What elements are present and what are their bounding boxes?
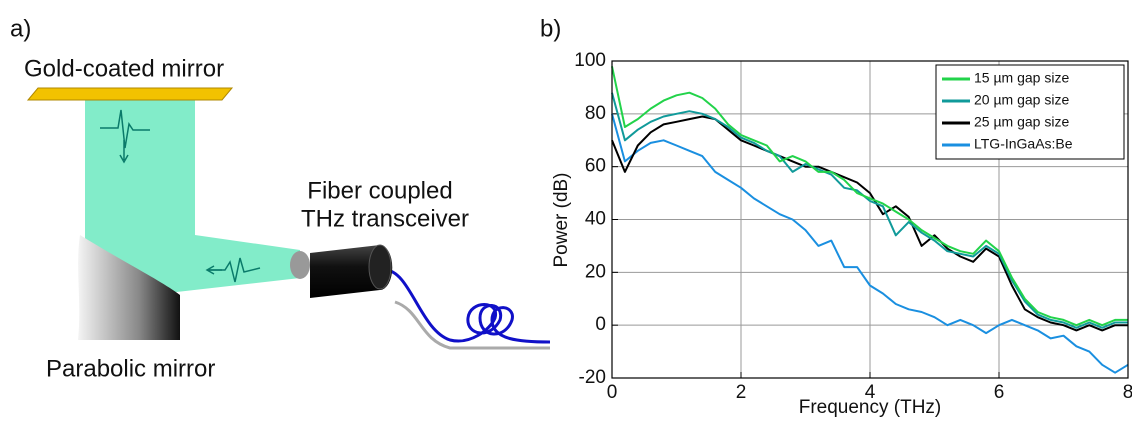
x-tick-label: 2 [736, 382, 747, 403]
series-line [611, 92, 1128, 329]
mirror-label: Gold-coated mirror [24, 55, 224, 82]
series-line [611, 113, 1129, 374]
parabolic-label: Parabolic mirror [46, 355, 215, 382]
panel-label: a) [10, 15, 31, 42]
series-line [611, 66, 1128, 327]
y-tick-label: 40 [585, 209, 606, 230]
series-line [611, 115, 1128, 332]
x-axis-label: Frequency (THz) [799, 397, 942, 418]
y-tick-label: 100 [574, 50, 606, 71]
x-tick-label: 4 [865, 382, 876, 403]
legend-box [935, 64, 1125, 160]
legend-label: 20 µm gap size [974, 92, 1069, 108]
x-tick-label: 6 [994, 382, 1005, 403]
lens [290, 251, 310, 279]
transceiver-label: THz transceiver [301, 205, 469, 232]
fiber [394, 300, 550, 350]
x-tick-label: 8 [1123, 382, 1132, 403]
legend-label: 15 µm gap size [974, 70, 1069, 86]
x-tick-label: 0 [607, 382, 618, 403]
legend-label: LTG-InGaAs:Be [974, 136, 1073, 152]
fiber [384, 268, 551, 344]
y-axis-label: Power (dB) [551, 172, 572, 267]
legend-label: 25 µm gap size [974, 114, 1069, 130]
chart: b) Frequency (THz) Power (dB) -200204060… [540, 15, 1132, 418]
parabolic-mirror [78, 235, 180, 340]
waveform [100, 109, 150, 149]
y-tick-label: -20 [579, 367, 606, 388]
waveform [210, 257, 261, 283]
y-tick-label: 0 [595, 314, 606, 335]
transceiver-end [368, 244, 392, 290]
plot-frame [611, 60, 1129, 379]
diagram: a) Gold-coated mirror Fiber coupled THz … [10, 15, 551, 382]
transceiver-label: Fiber coupled [307, 177, 452, 204]
y-tick-label: 60 [585, 156, 606, 177]
gold-mirror [26, 87, 234, 101]
thz-beam [85, 100, 300, 295]
arrow [119, 140, 129, 164]
arrow [205, 265, 222, 275]
panel-label: b) [540, 15, 561, 42]
y-tick-label: 80 [585, 103, 606, 124]
y-tick-label: 20 [585, 261, 606, 282]
